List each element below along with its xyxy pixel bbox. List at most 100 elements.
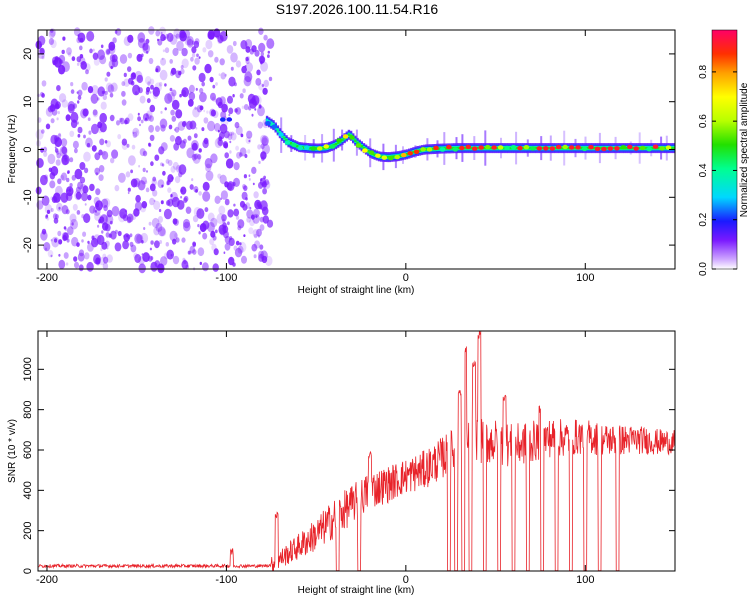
noise-blob bbox=[164, 47, 170, 54]
noise-blob bbox=[57, 111, 60, 115]
noise-blob bbox=[205, 39, 213, 50]
noise-blob bbox=[190, 56, 194, 62]
noise-blob bbox=[86, 31, 95, 42]
ridge-point bbox=[265, 121, 271, 126]
ridge-band bbox=[373, 153, 376, 156]
ridge-band bbox=[638, 146, 641, 150]
noise-blob bbox=[141, 201, 148, 209]
noise-blob bbox=[162, 170, 166, 176]
noise-blob bbox=[218, 73, 221, 76]
ridge-band bbox=[657, 146, 661, 150]
noise-blob bbox=[43, 242, 51, 252]
colorbar-ticks: 0.0 0.2 0.4 0.6 0.8 bbox=[698, 64, 737, 276]
noise-blob bbox=[210, 92, 216, 101]
noise-blob bbox=[205, 163, 212, 172]
noise-blob bbox=[148, 57, 154, 65]
noise-blob bbox=[130, 212, 137, 221]
ridge-band bbox=[496, 146, 499, 150]
noise-blob bbox=[191, 153, 197, 161]
spectrogram-x-label: Height of straight line (km) bbox=[298, 285, 415, 296]
noise-blob bbox=[257, 105, 265, 117]
noise-blob bbox=[77, 252, 85, 262]
noise-blob bbox=[141, 53, 144, 58]
noise-blob bbox=[145, 90, 150, 95]
noise-blob bbox=[191, 178, 194, 182]
ridge-point bbox=[297, 145, 304, 151]
noise-blob bbox=[248, 178, 251, 181]
ridge-band bbox=[425, 148, 428, 151]
noise-blob bbox=[91, 145, 97, 152]
noise-blob bbox=[253, 254, 257, 259]
noise-blob bbox=[159, 26, 166, 36]
ridge-band bbox=[664, 146, 667, 150]
noise-blob bbox=[180, 186, 187, 195]
noise-blob bbox=[221, 214, 227, 222]
noise-blob bbox=[182, 257, 186, 262]
noise-blob bbox=[198, 231, 201, 235]
noise-blob bbox=[176, 40, 184, 52]
noise-blob bbox=[159, 228, 167, 237]
noise-blob bbox=[141, 240, 144, 244]
noise-blob bbox=[109, 92, 114, 98]
noise-blob bbox=[260, 143, 265, 150]
noise-blob bbox=[192, 65, 197, 71]
noise-blob bbox=[108, 60, 116, 69]
noise-blob bbox=[195, 87, 198, 91]
noise-blob bbox=[158, 208, 162, 213]
ridge-point bbox=[226, 117, 233, 122]
colorbar-tick-label: 0.2 bbox=[698, 212, 709, 226]
noise-blob bbox=[118, 172, 126, 183]
noise-blob bbox=[71, 174, 77, 181]
noise-blob bbox=[105, 48, 111, 56]
figure-title: S197.2026.100.11.54.R16 bbox=[276, 1, 439, 17]
noise-blob bbox=[196, 208, 205, 219]
noise-blob bbox=[245, 136, 252, 144]
noise-blob bbox=[180, 195, 183, 199]
noise-blob bbox=[143, 227, 146, 230]
noise-blob bbox=[128, 77, 134, 85]
noise-blob bbox=[217, 36, 223, 44]
noise-blob bbox=[127, 66, 132, 72]
noise-blob bbox=[254, 240, 261, 249]
noise-blob bbox=[142, 167, 146, 173]
noise-blob bbox=[220, 72, 226, 80]
noise-blob bbox=[99, 216, 105, 224]
noise-blob bbox=[248, 174, 251, 177]
noise-blob bbox=[157, 38, 163, 46]
ridge-band bbox=[509, 146, 512, 150]
noise-blob bbox=[99, 138, 105, 146]
ridge-band bbox=[631, 146, 635, 150]
noise-blob bbox=[97, 49, 105, 60]
noise-blob bbox=[186, 147, 195, 159]
noise-blob bbox=[228, 107, 234, 115]
noise-blob bbox=[234, 247, 243, 258]
noise-blob bbox=[210, 230, 216, 238]
ridge-point bbox=[633, 146, 639, 151]
ridge-band bbox=[438, 147, 441, 150]
noise-blob bbox=[102, 94, 108, 101]
noise-blob bbox=[145, 187, 150, 193]
ridge-point bbox=[362, 148, 368, 153]
noise-blob bbox=[75, 191, 82, 200]
noise-blob bbox=[175, 109, 183, 119]
noise-blob bbox=[163, 208, 172, 220]
noise-blob bbox=[134, 233, 143, 244]
noise-blob bbox=[248, 106, 252, 111]
noise-blob bbox=[102, 90, 105, 95]
x-tick-label: -200 bbox=[36, 272, 58, 284]
noise-blob bbox=[198, 56, 201, 59]
noise-blob bbox=[118, 211, 126, 223]
noise-blob bbox=[188, 91, 196, 101]
noise-blob bbox=[54, 137, 62, 148]
noise-blob bbox=[171, 115, 177, 122]
noise-blob bbox=[268, 76, 273, 82]
noise-blob bbox=[138, 164, 141, 168]
noise-blob bbox=[202, 181, 210, 191]
ridge-band bbox=[560, 146, 564, 150]
noise-blob bbox=[121, 81, 126, 87]
noise-blob bbox=[202, 232, 208, 240]
noise-blob bbox=[132, 131, 135, 134]
noise-blob bbox=[189, 245, 196, 254]
y-tick-label: 400 bbox=[22, 481, 34, 499]
noise-blob bbox=[45, 123, 51, 130]
